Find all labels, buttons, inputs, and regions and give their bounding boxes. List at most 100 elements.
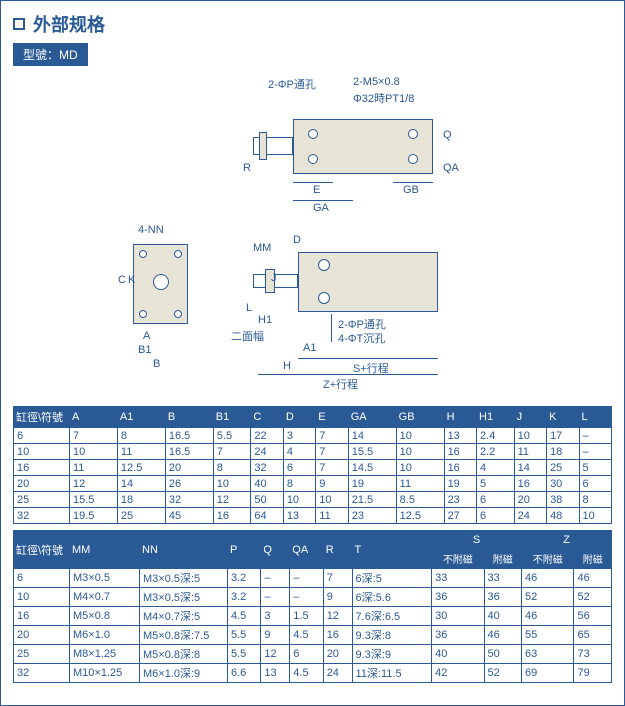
label-H: H [283,360,291,372]
table-cell: – [579,428,611,444]
leader-1 [331,314,332,328]
top-port-1 [408,129,418,139]
t2-subheader: 附磁 [574,549,612,569]
table-cell: M3×0.5深:5 [140,569,228,588]
table-cell: 14 [117,476,165,492]
table-cell: 6 [14,428,70,444]
t2-header: S [432,531,522,549]
table-cell: 25 [14,492,70,508]
title-row: 外部规格 [13,11,612,37]
table-cell: 32 [14,508,70,524]
table-cell: 56 [574,607,612,626]
page-title: 外部规格 [33,11,105,37]
table-cell: 3.2 [228,569,261,588]
t1-header: D [283,407,315,428]
table-cell: – [579,444,611,460]
table-cell: 22 [251,428,283,444]
t2-header: 缸徑\符號 [14,531,70,569]
front-hole-1 [318,259,330,271]
table-cell: 8.5 [396,492,444,508]
table-cell: 27 [444,508,476,524]
t1-header: A [70,407,118,428]
t1-header: J [514,407,546,428]
table-cell: 7.6深:6.5 [352,607,432,626]
t1-header: L [579,407,611,428]
table-cell: 25 [117,508,165,524]
top-hole-1 [308,129,318,139]
table-cell: 8 [213,460,251,476]
table-cell: 45 [165,508,213,524]
label-J: J [271,272,277,284]
table-cell: 11 [396,476,444,492]
label-B: B [153,358,160,370]
table-cell: M6×1.0 [70,626,140,645]
table-cell: 21.5 [348,492,396,508]
table-cell: 23 [348,508,396,524]
table-cell: 65 [574,626,612,645]
table-cell: 40 [484,607,521,626]
table-cell: 38 [547,492,579,508]
label-thread-sub: Φ32時PT1/8 [353,90,414,106]
table-cell: 13 [283,508,315,524]
table-cell: 33 [484,569,521,588]
table-cell: 16 [444,460,476,476]
table-cell: 9 [316,476,348,492]
table-cell: 18 [117,492,165,508]
table-cell: – [290,588,323,607]
table-cell: 4 [283,444,315,460]
table-cell: 19 [348,476,396,492]
table-cell: 52 [574,588,612,607]
table-cell: 15.5 [70,492,118,508]
table-row: 6M3×0.5M3×0.5深:53.2––76深:533334646 [14,569,612,588]
table-cell: 11 [514,444,546,460]
table-row: 10M4×0.7M3×0.5深:53.2––96深:5.636365252 [14,588,612,607]
table-cell: 14 [514,460,546,476]
table-cell: 11 [117,444,165,460]
table-cell: 7 [323,569,352,588]
dim-line-e [293,182,333,183]
table-cell: 12 [323,607,352,626]
label-2phiP-top: 2-ΦP通孔 [268,76,316,92]
table-cell: 2.2 [477,444,515,460]
table-cell: 7 [316,428,348,444]
table-cell: – [290,569,323,588]
front-hole-2 [318,292,330,304]
table-row: 20121426104089191119516306 [14,476,612,492]
label-A: A [143,330,150,342]
table-cell: 10 [316,492,348,508]
side-hole-1 [139,250,147,258]
table-cell: 30 [547,476,579,492]
side-hole-4 [174,310,182,318]
label-K: K [128,274,135,286]
table-cell: 4.5 [290,626,323,645]
table-cell: 19 [444,476,476,492]
table-cell: 25 [14,645,70,664]
table-cell: M5×0.8深:8 [140,645,228,664]
top-port-2 [408,154,418,164]
table-cell: – [261,569,290,588]
table-cell: 24 [251,444,283,460]
table-cell: 3 [261,607,290,626]
table-cell: 12.5 [117,460,165,476]
t2-header: Z [522,531,612,549]
table-cell: 23 [444,492,476,508]
dim-line-s [298,358,438,359]
dim-line-z [258,374,438,375]
table-row: 32M10×1.25M6×1.0深:96.6134.52411深:11.5425… [14,664,612,683]
table-cell: 73 [574,645,612,664]
table-cell: M8×1.25 [70,645,140,664]
table-cell: 32 [14,664,70,683]
table-cell: 7 [316,460,348,476]
table-cell: 33 [432,569,484,588]
t1-header: H [444,407,476,428]
label-QA: QA [443,162,459,174]
table-cell: 3.2 [228,588,261,607]
table-cell: 6深:5 [352,569,432,588]
table-cell: 16 [514,476,546,492]
table-cell: 20 [323,645,352,664]
table-cell: M5×0.8深:7.5 [140,626,228,645]
table-cell: 7 [213,444,251,460]
label-A1: A1 [303,342,316,354]
table-cell: 50 [251,492,283,508]
t1-header: GB [396,407,444,428]
